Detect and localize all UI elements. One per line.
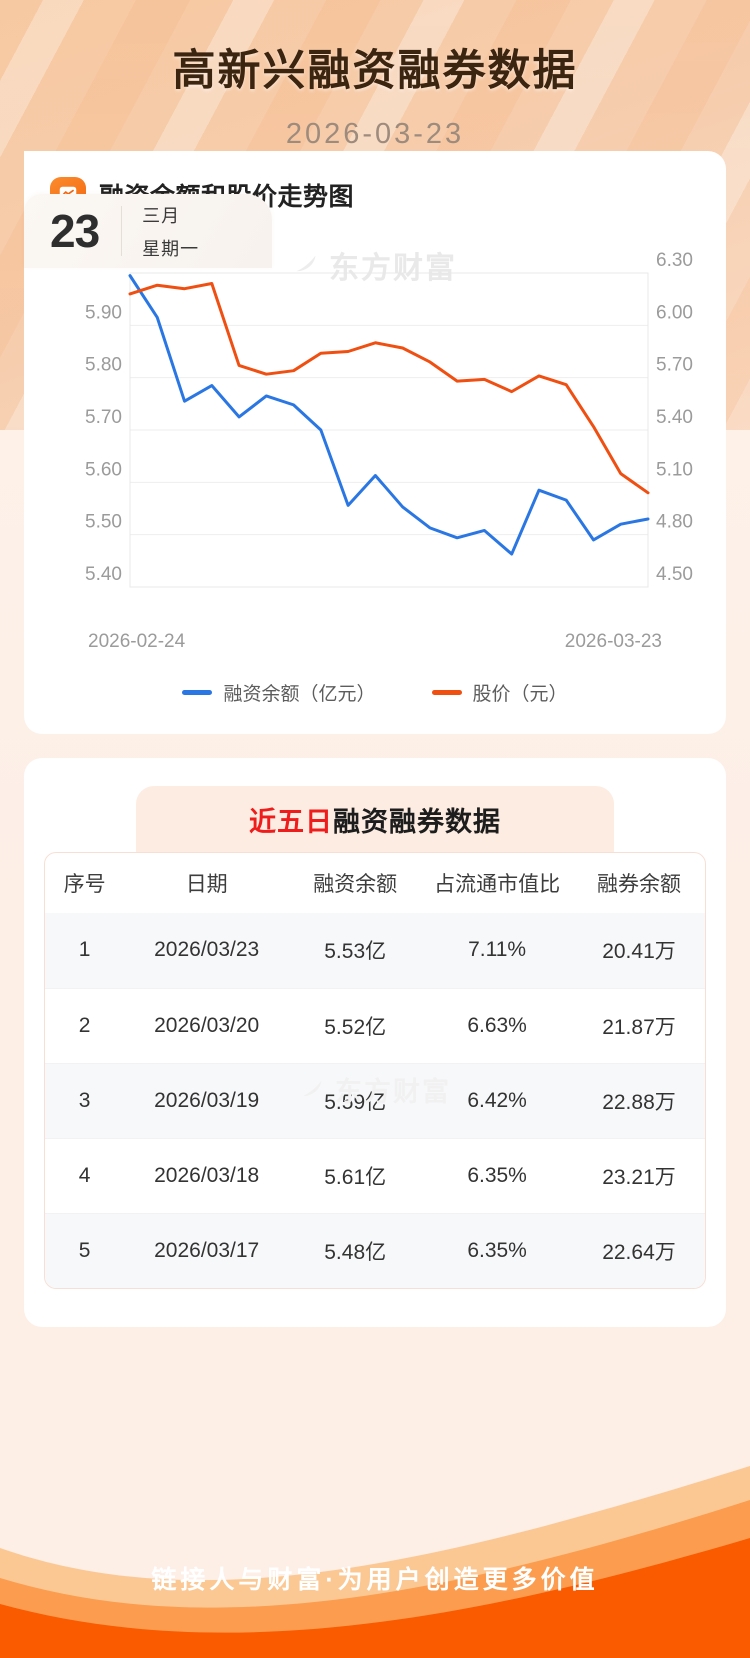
x-axis-start-label: 2026-02-24 <box>88 630 186 652</box>
y-axis-left-tick: 5.90 <box>85 302 122 323</box>
x-axis-end-label: 2026-03-23 <box>564 630 662 652</box>
table-cell: 4 <box>78 1163 91 1187</box>
page-header: 高新兴融资融券数据 2026-03-23 <box>0 0 750 151</box>
page-date: 2026-03-23 <box>285 117 465 150</box>
table-cell: 7.11% <box>468 938 527 962</box>
table-cell: 6.35% <box>467 1238 527 1262</box>
legend-item[interactable]: 股价（元） <box>431 679 568 706</box>
y-axis-left-tick: 5.80 <box>85 354 122 375</box>
y-axis-left-tick: 5.60 <box>85 459 122 480</box>
table-cell: 5.53亿 <box>324 940 387 964</box>
y-axis-right-tick: 4.80 <box>656 511 693 532</box>
table-cell: 2026/03/20 <box>154 1013 260 1037</box>
y-axis-right-tick: 5.40 <box>656 407 693 428</box>
y-axis-right-tick: 5.10 <box>656 459 693 480</box>
table-body: 1 2026/03/23 5.53亿 7.11% 20.41万 2 2026/03/20 5.… <box>45 912 705 1288</box>
legend-item[interactable]: 融资余额（亿元） <box>182 679 376 706</box>
legend-label: 融资余额（亿元） <box>223 683 376 705</box>
table-cell: 5.48亿 <box>324 1240 387 1264</box>
chart-series-line <box>128 273 650 556</box>
chart-x-axis: 2026-02-24 2026-03-23 <box>54 631 696 653</box>
table-column-header: 融券余额 <box>596 872 681 896</box>
table-banner-rest: 融资融券数据 <box>333 806 501 837</box>
table-row[interactable]: 1 2026/03/23 5.53亿 7.11% 20.41万 <box>45 912 705 988</box>
y-axis-left-tick: 5.70 <box>85 407 122 428</box>
table-column-header: 融资余额 <box>313 872 398 896</box>
chart-wrapper: 东方财富 6.005.905.805.705.605.505.406.306.0… <box>24 239 726 706</box>
table-column-header: 序号 <box>63 872 106 896</box>
table-banner: 近五日融资融券数据 <box>136 785 614 852</box>
chart-plot-area: 6.005.905.805.705.605.505.406.306.005.70… <box>44 239 734 629</box>
footer-slogan: 链接人与财富·为用户创造更多价值 <box>151 1566 599 1594</box>
table-row[interactable]: 2 2026/03/20 5.52亿 6.63% 21.87万 <box>45 987 705 1063</box>
table-cell: 2 <box>78 1013 91 1037</box>
table-cell: 21.87万 <box>602 1015 676 1039</box>
y-axis-left-tick: 5.50 <box>85 511 122 532</box>
calendar-chip: 23 三月 星期一 <box>24 194 272 268</box>
table-cell: 3 <box>78 1088 91 1112</box>
table-cell: 2026/03/19 <box>154 1088 260 1112</box>
table-row[interactable]: 5 2026/03/17 5.48亿 6.35% 22.64万 <box>45 1212 705 1288</box>
table-cell: 2026/03/23 <box>154 938 260 962</box>
table-cell: 5.52亿 <box>324 1015 387 1039</box>
table-column-header: 占流通市值比 <box>434 872 561 896</box>
y-axis-right-tick: 4.50 <box>656 564 693 585</box>
legend-label: 股价（元） <box>472 683 568 705</box>
y-axis-left-tick: 5.40 <box>85 564 122 585</box>
table-cell: 23.21万 <box>602 1165 676 1189</box>
y-axis-right-tick: 6.30 <box>656 250 693 271</box>
table-cell: 6.63% <box>467 1013 527 1037</box>
legend-color-swatch <box>431 689 462 695</box>
table-cell: 5 <box>78 1238 91 1262</box>
table-cell: 2026/03/17 <box>154 1238 260 1262</box>
table-card: 东方财富 近五日融资融券数据 序号 日期 融资余额 占流通市值比 融券余额 1 2026/… <box>24 757 726 1327</box>
calendar-day: 23 <box>50 205 100 257</box>
y-axis-right-tick: 6.00 <box>656 302 693 323</box>
margin-trading-table: 序号 日期 融资余额 占流通市值比 融券余额 1 2026/03/23 5.53亿 7.11%… <box>44 851 706 1289</box>
calendar-divider <box>121 206 123 256</box>
table-row[interactable]: 4 2026/03/18 5.61亿 6.35% 23.21万 <box>45 1137 705 1213</box>
footer-curve-graphic <box>0 1466 750 1658</box>
chart-legend: 融资余额（亿元） 股价（元） <box>54 679 696 706</box>
page-footer: 链接人与财富·为用户创造更多价值 <box>0 1428 750 1658</box>
legend-color-swatch <box>182 689 213 695</box>
table-banner-highlight: 近五日 <box>249 806 333 837</box>
calendar-month: 三月 <box>142 205 181 226</box>
calendar-weekday: 星期一 <box>142 238 200 259</box>
table-column-header: 日期 <box>185 872 228 896</box>
table-row[interactable]: 3 2026/03/19 5.59亿 6.42% 22.88万 <box>45 1062 705 1138</box>
table-cell: 1 <box>78 938 91 962</box>
y-axis-right-tick: 5.70 <box>656 354 693 375</box>
line-chart: 6.005.905.805.705.605.505.406.306.005.70… <box>85 250 693 588</box>
table-header-row: 序号 日期 融资余额 占流通市值比 融券余额 <box>45 853 705 913</box>
table-cell: 5.59亿 <box>324 1090 387 1114</box>
calendar-text-group: 三月 星期一 <box>142 202 199 261</box>
table-cell: 5.61亿 <box>324 1165 387 1189</box>
table-cell: 2026/03/18 <box>154 1163 260 1187</box>
table-cell: 20.41万 <box>602 940 676 964</box>
chart-series-line <box>128 281 650 494</box>
table-cell: 6.42% <box>467 1088 527 1112</box>
table-cell: 22.64万 <box>602 1240 676 1264</box>
table-cell: 6.35% <box>467 1163 527 1187</box>
table-cell: 22.88万 <box>602 1090 676 1114</box>
page-title: 高新兴融资融券数据 <box>172 47 578 95</box>
